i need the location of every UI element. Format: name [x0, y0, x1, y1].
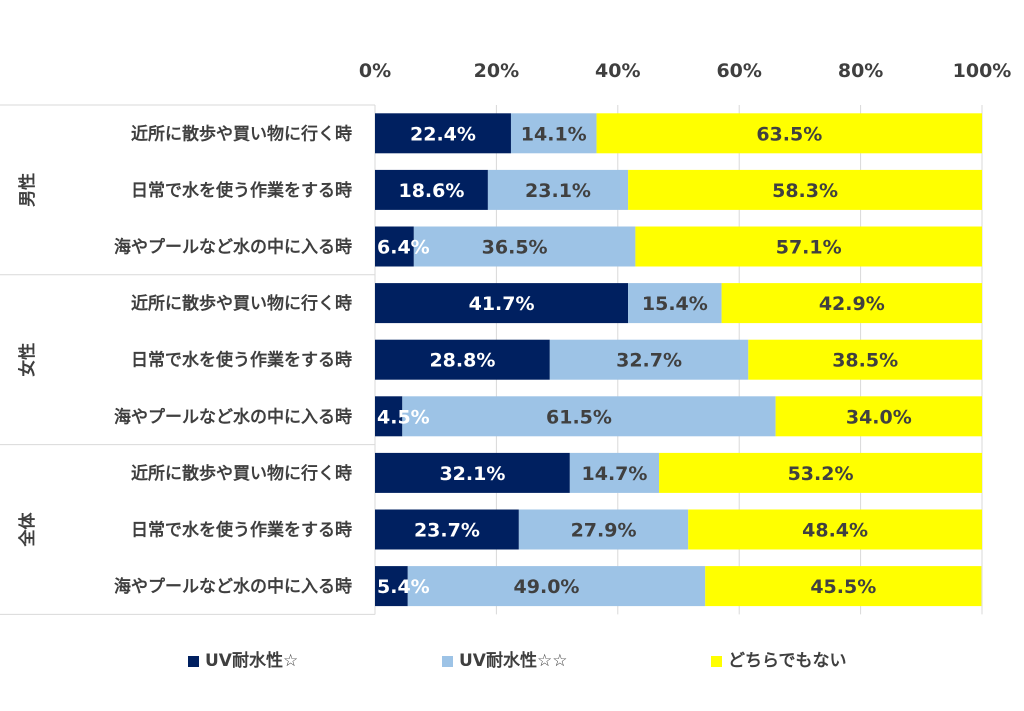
- data-label: 27.9%: [571, 520, 637, 542]
- data-label: 15.4%: [642, 293, 708, 315]
- bar-segment: [510, 113, 597, 154]
- bar-segment: [375, 509, 519, 550]
- bar-segment: [688, 509, 982, 550]
- data-label: 32.7%: [616, 350, 682, 372]
- bar-segment: [628, 283, 722, 324]
- data-label: 58.3%: [772, 180, 838, 202]
- data-label: 6.4%: [377, 237, 430, 259]
- x-tick-label: 40%: [595, 60, 640, 82]
- data-label: 42.9%: [819, 293, 885, 315]
- bar-segment: [659, 452, 982, 493]
- bar-segment: [375, 283, 629, 324]
- bar-segment: [635, 226, 982, 267]
- bar-segment: [413, 226, 636, 267]
- legend-label: UV耐水性☆: [205, 651, 299, 671]
- data-label: 23.1%: [525, 180, 591, 202]
- legend-item-uv-star2: UV耐水性☆☆: [442, 646, 567, 671]
- category-label: 日常で水を使う作業をする時: [131, 520, 352, 541]
- bar-segment: [375, 339, 550, 380]
- category-label: 海やプールなど水の中に入る時: [114, 576, 352, 597]
- x-tick-label: 20%: [474, 60, 519, 82]
- category-label: 日常で水を使う作業をする時: [131, 180, 352, 201]
- data-label: 49.0%: [514, 576, 580, 598]
- data-label: 18.6%: [398, 180, 464, 202]
- bar-segment: [775, 396, 982, 437]
- data-labels: 22.4% 14.1% 63.5% 18.6% 23.1% 58.3% 6.4% 36.5% 5…: [377, 123, 912, 598]
- legend: UV耐水性☆ UV耐水性☆☆ どちらでもない: [0, 646, 1024, 676]
- data-label: 38.5%: [832, 350, 898, 372]
- group-label: 全体: [17, 512, 38, 548]
- data-label: 23.7%: [414, 520, 480, 542]
- bar-segment: [375, 169, 488, 210]
- data-label: 14.1%: [521, 123, 587, 145]
- legend-swatch: [188, 656, 199, 667]
- data-label: 5.4%: [377, 576, 430, 598]
- data-label: 53.2%: [788, 463, 854, 485]
- bar-segment: [705, 566, 982, 607]
- x-tick-label: 0%: [359, 60, 391, 82]
- group-label: 女性: [17, 343, 38, 377]
- bar-segment: [721, 283, 982, 324]
- legend-swatch: [442, 656, 453, 667]
- legend-item-neither: どちらでもない: [711, 646, 847, 671]
- category-label: 海やプールなど水の中に入る時: [114, 406, 352, 427]
- data-label: 34.0%: [846, 406, 912, 428]
- bar-segment: [596, 113, 982, 154]
- data-label: 28.8%: [429, 350, 495, 372]
- legend-swatch: [711, 656, 722, 667]
- bar-segment: [628, 169, 982, 210]
- data-label: 45.5%: [810, 576, 876, 598]
- data-label: 48.4%: [802, 520, 868, 542]
- x-axis-ticks: 0% 20% 40% 60% 80% 100%: [359, 60, 1011, 82]
- data-label: 22.4%: [410, 123, 476, 145]
- bar-segment: [375, 226, 414, 267]
- category-label: 近所に散歩や買い物に行く時: [131, 123, 352, 144]
- bars: [375, 113, 982, 607]
- x-tick-label: 60%: [716, 60, 761, 82]
- bar-segment: [569, 452, 660, 493]
- bar-segment: [407, 566, 706, 607]
- bar-segment: [375, 396, 403, 437]
- category-label: 近所に散歩や買い物に行く時: [131, 293, 352, 314]
- legend-label: UV耐水性☆☆: [459, 651, 568, 671]
- bar-segment: [375, 566, 408, 607]
- category-label: 日常で水を使う作業をする時: [131, 350, 352, 371]
- data-label: 4.5%: [377, 406, 430, 428]
- data-label: 36.5%: [482, 237, 548, 259]
- category-label: 近所に散歩や買い物に行く時: [131, 463, 352, 484]
- bar-segment: [487, 169, 629, 210]
- bar-segment: [375, 113, 511, 154]
- category-label: 海やプールなど水の中に入る時: [114, 237, 352, 258]
- bar-segment: [518, 509, 689, 550]
- bar-segment: [402, 396, 776, 437]
- bar-segment: [375, 452, 570, 493]
- legend-item-uv-star1: UV耐水性☆: [188, 646, 298, 671]
- data-label: 61.5%: [546, 406, 612, 428]
- data-label: 63.5%: [756, 123, 822, 145]
- bar-segment: [748, 339, 982, 380]
- x-tick-label: 80%: [838, 60, 883, 82]
- data-label: 14.7%: [582, 463, 648, 485]
- data-label: 57.1%: [776, 237, 842, 259]
- data-label: 32.1%: [439, 463, 505, 485]
- x-tick-label: 100%: [953, 60, 1012, 82]
- bar-segment: [549, 339, 749, 380]
- data-label: 41.7%: [469, 293, 535, 315]
- legend-label: どちらでもない: [728, 651, 847, 671]
- group-label: 男性: [17, 173, 38, 207]
- category-labels: 男性近所に散歩や買い物に行く時日常で水を使う作業をする時海やプールなど水の中に入…: [17, 123, 352, 597]
